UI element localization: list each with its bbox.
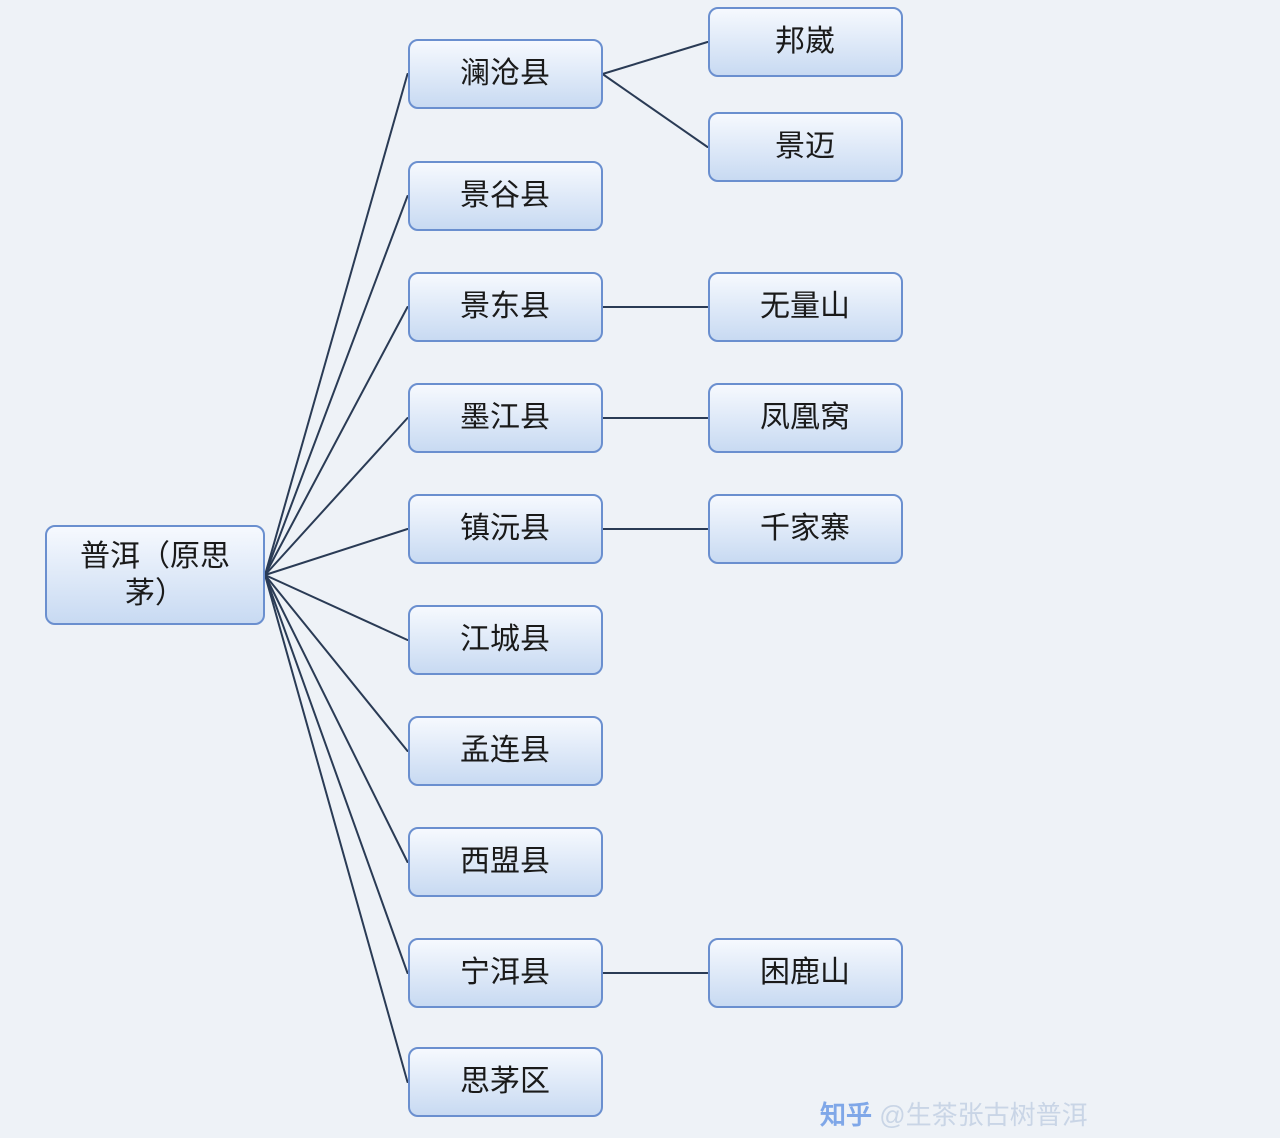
edge-root-c4 bbox=[265, 418, 408, 575]
node-c1: 澜沧县 bbox=[408, 39, 603, 109]
node-g1a: 邦崴 bbox=[708, 7, 903, 77]
node-c2: 景谷县 bbox=[408, 161, 603, 231]
edge-root-c5 bbox=[265, 529, 408, 575]
node-c3: 景东县 bbox=[408, 272, 603, 342]
diagram-canvas: 普洱（原思 茅） 澜沧县景谷县景东县墨江县镇沅县江城县孟连县西盟县宁洱县思茅区 邦崴… bbox=[0, 0, 1280, 1138]
edge-root-c7 bbox=[265, 575, 408, 751]
node-c8: 西盟县 bbox=[408, 827, 603, 897]
watermark-text: @生茶张古树普洱 bbox=[879, 1100, 1087, 1130]
node-g9: 困鹿山 bbox=[708, 938, 903, 1008]
watermark: 知乎 @生茶张古树普洱 bbox=[820, 1095, 1088, 1132]
edge-c1-g1b bbox=[603, 74, 708, 147]
node-root: 普洱（原思 茅） bbox=[45, 525, 265, 625]
node-c4: 墨江县 bbox=[408, 383, 603, 453]
node-c9: 宁洱县 bbox=[408, 938, 603, 1008]
node-g1b: 景迈 bbox=[708, 112, 903, 182]
edge-root-c10 bbox=[265, 575, 408, 1082]
edge-root-c3 bbox=[265, 307, 408, 575]
edge-root-c8 bbox=[265, 575, 408, 862]
node-g4: 凤凰窝 bbox=[708, 383, 903, 453]
edge-c1-g1a bbox=[603, 42, 708, 74]
watermark-brand: 知乎 bbox=[820, 1100, 872, 1130]
edge-root-c1 bbox=[265, 74, 408, 575]
node-g5: 千家寨 bbox=[708, 494, 903, 564]
edge-root-c9 bbox=[265, 575, 408, 973]
node-g3: 无量山 bbox=[708, 272, 903, 342]
node-c5: 镇沅县 bbox=[408, 494, 603, 564]
node-c6: 江城县 bbox=[408, 605, 603, 675]
edge-root-c6 bbox=[265, 575, 408, 640]
node-c10: 思茅区 bbox=[408, 1047, 603, 1117]
edge-root-c2 bbox=[265, 196, 408, 575]
node-c7: 孟连县 bbox=[408, 716, 603, 786]
